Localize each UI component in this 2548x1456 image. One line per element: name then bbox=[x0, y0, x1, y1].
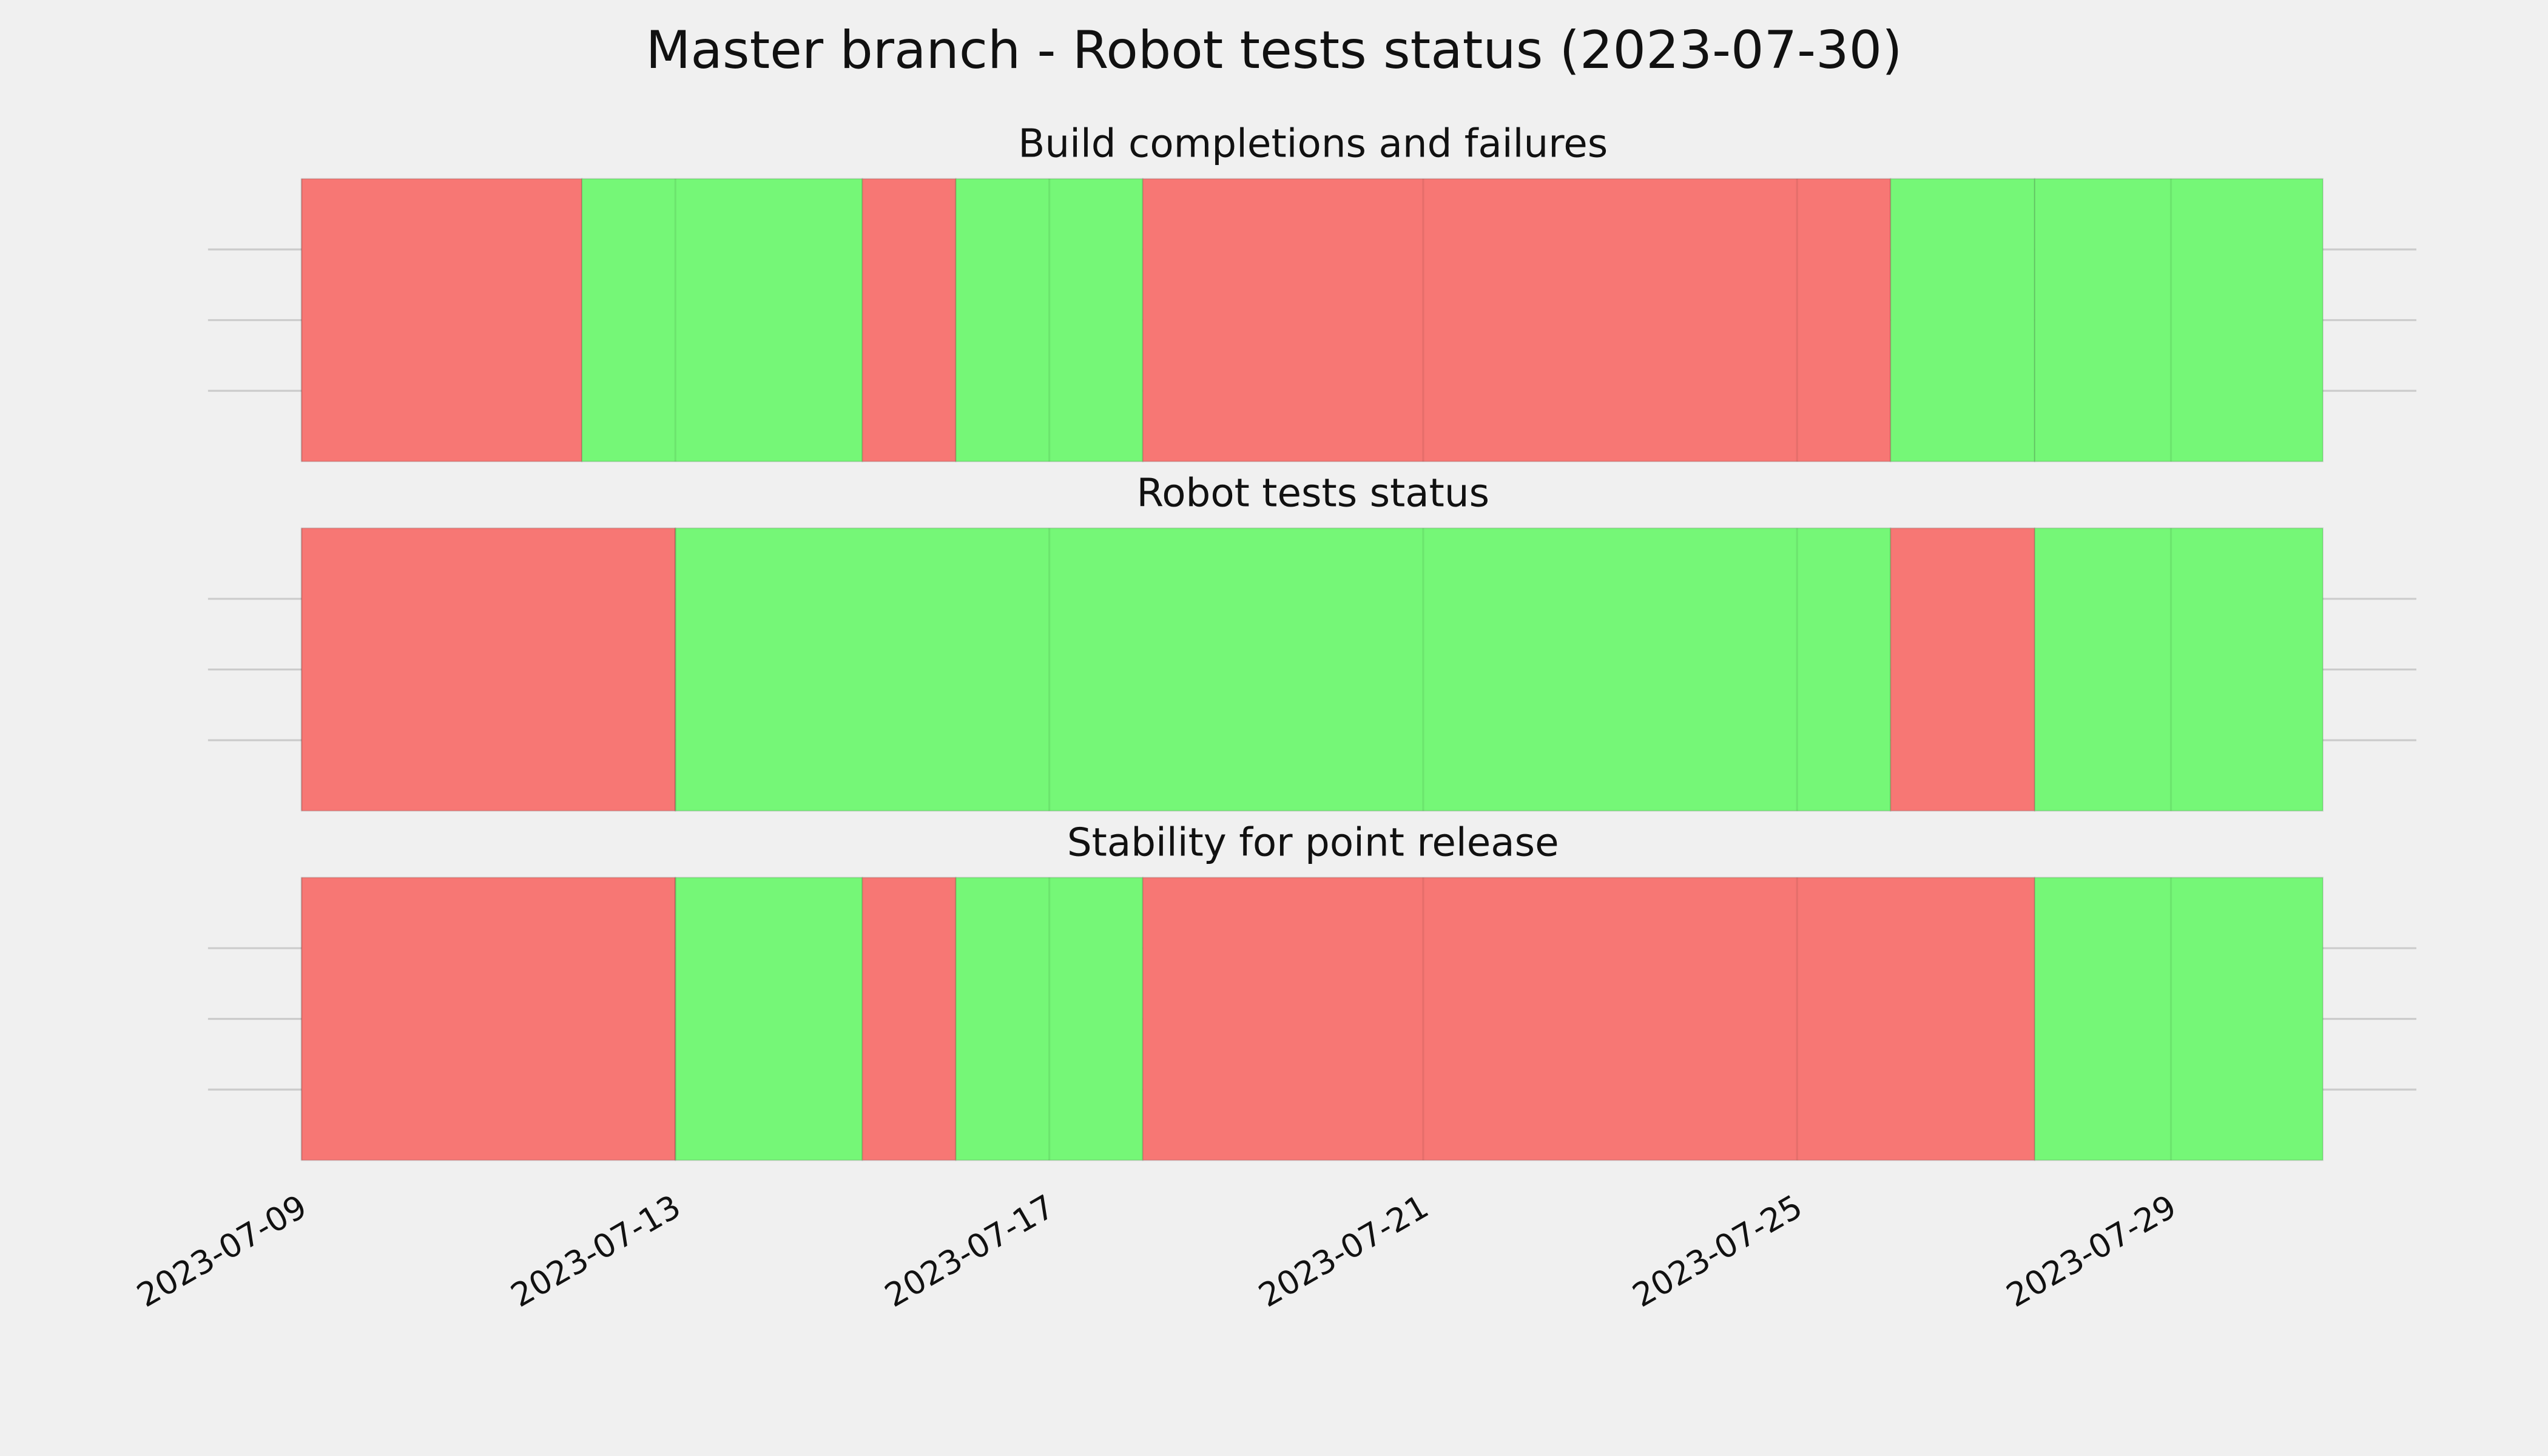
status-segment bbox=[300, 527, 676, 812]
status-segment bbox=[675, 877, 863, 1161]
subplot-title: Build completions and failures bbox=[1018, 121, 1608, 167]
subplot-title: Stability for point release bbox=[1067, 820, 1559, 865]
status-segment bbox=[955, 877, 1144, 1161]
status-segment bbox=[581, 178, 863, 462]
status-segment bbox=[1890, 527, 2035, 812]
status-segment bbox=[2034, 877, 2324, 1161]
status-segment bbox=[861, 178, 957, 462]
status-segment bbox=[1142, 877, 2035, 1161]
status-segment bbox=[1142, 178, 1892, 462]
status-segment bbox=[2034, 178, 2324, 462]
subplot-title: Robot tests status bbox=[1136, 471, 1489, 516]
status-segment bbox=[1890, 178, 2035, 462]
status-segment bbox=[2034, 527, 2324, 812]
status-segment bbox=[955, 178, 1144, 462]
status-segment bbox=[300, 178, 583, 462]
status-segment bbox=[675, 527, 1892, 812]
status-segment bbox=[300, 877, 676, 1161]
status-segment bbox=[861, 877, 957, 1161]
chart-title: Master branch - Robot tests status (2023… bbox=[645, 20, 1902, 81]
